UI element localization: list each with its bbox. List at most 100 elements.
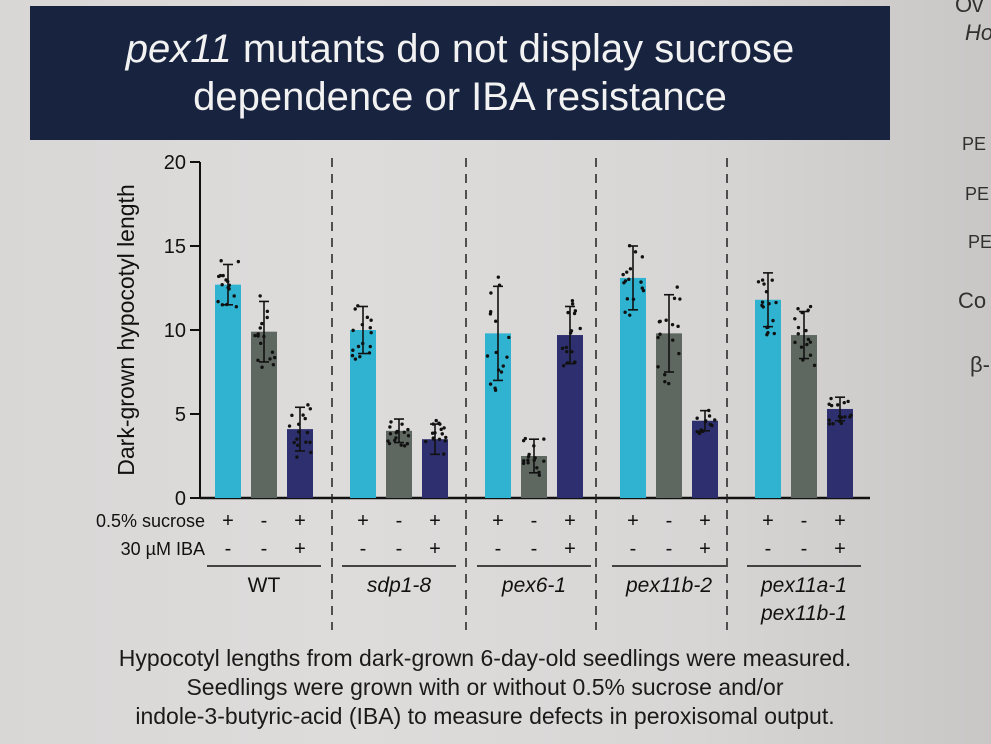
data-point bbox=[386, 439, 390, 443]
data-point bbox=[806, 308, 810, 312]
data-point bbox=[799, 345, 804, 349]
data-point bbox=[808, 353, 813, 357]
data-point bbox=[703, 420, 708, 424]
data-point bbox=[368, 326, 372, 330]
group-label: pex11b-2 bbox=[625, 574, 712, 597]
data-point bbox=[831, 421, 835, 426]
group-label: WT bbox=[248, 574, 281, 597]
data-point bbox=[493, 388, 498, 392]
data-point bbox=[657, 320, 662, 324]
data-point bbox=[806, 337, 811, 342]
data-point bbox=[402, 444, 407, 448]
iba-sign: + bbox=[699, 538, 711, 560]
data-point bbox=[220, 283, 224, 287]
data-point bbox=[537, 470, 541, 474]
data-point bbox=[356, 304, 360, 308]
side-text: PE bbox=[965, 184, 990, 204]
data-point bbox=[656, 335, 660, 340]
iba-sign: - bbox=[396, 538, 403, 560]
data-point bbox=[388, 425, 392, 429]
title-gene: pex11 bbox=[125, 27, 232, 71]
sucrose-sign: + bbox=[834, 510, 846, 532]
y-tick-label: 15 bbox=[164, 236, 186, 258]
data-point bbox=[505, 355, 509, 359]
data-point bbox=[265, 315, 269, 320]
data-point bbox=[839, 421, 844, 426]
data-point bbox=[767, 302, 771, 306]
data-point bbox=[849, 413, 853, 417]
group-label: pex6-1 bbox=[501, 574, 566, 597]
data-point bbox=[292, 440, 296, 445]
group-label: pex11a-1 bbox=[760, 574, 847, 597]
data-point bbox=[570, 349, 574, 354]
bar bbox=[692, 420, 718, 498]
data-point bbox=[623, 310, 627, 314]
iba-sign: - bbox=[225, 538, 232, 560]
data-point bbox=[568, 331, 573, 335]
data-point bbox=[262, 334, 266, 339]
sucrose-sign: - bbox=[666, 510, 673, 532]
data-point bbox=[625, 270, 629, 274]
data-point bbox=[253, 333, 257, 338]
data-point bbox=[560, 346, 565, 351]
data-point bbox=[431, 422, 435, 426]
data-point bbox=[796, 332, 800, 336]
data-point bbox=[296, 430, 301, 434]
data-point bbox=[663, 379, 667, 384]
data-point bbox=[663, 373, 667, 377]
data-point bbox=[533, 456, 537, 460]
data-point bbox=[220, 303, 225, 307]
data-point bbox=[399, 443, 403, 447]
iba-sign: - bbox=[801, 538, 808, 560]
side-text: PE bbox=[968, 232, 991, 252]
data-point bbox=[772, 331, 776, 336]
data-point bbox=[770, 278, 774, 282]
data-point bbox=[570, 299, 575, 303]
data-point bbox=[236, 259, 241, 264]
data-point bbox=[701, 429, 705, 433]
iba-sign: - bbox=[531, 538, 538, 560]
bar bbox=[755, 299, 781, 498]
data-point bbox=[402, 430, 406, 434]
data-point bbox=[438, 422, 442, 426]
data-point bbox=[675, 285, 679, 289]
caption-line: Hypocotyl lengths from dark-grown 6-day-… bbox=[118, 645, 852, 671]
data-point bbox=[392, 438, 397, 443]
data-point bbox=[572, 311, 577, 316]
y-tick-label: 10 bbox=[164, 320, 186, 342]
data-point bbox=[565, 361, 570, 365]
data-point bbox=[829, 403, 834, 408]
data-point bbox=[760, 300, 765, 304]
y-tick-label: 5 bbox=[175, 404, 186, 426]
data-point bbox=[496, 275, 501, 279]
side-text: PE bbox=[962, 134, 987, 154]
data-point bbox=[232, 294, 236, 298]
data-point bbox=[532, 444, 536, 448]
data-point bbox=[358, 354, 362, 359]
iba-sign: - bbox=[630, 538, 637, 560]
data-point bbox=[535, 466, 539, 470]
data-point bbox=[308, 440, 312, 445]
data-point bbox=[564, 345, 569, 350]
data-point bbox=[268, 357, 272, 361]
data-point bbox=[226, 279, 230, 284]
data-point bbox=[805, 342, 809, 347]
sucrose-sign: + bbox=[294, 510, 306, 532]
data-point bbox=[256, 358, 260, 362]
data-point bbox=[260, 321, 264, 326]
data-point bbox=[774, 300, 778, 305]
data-point bbox=[494, 350, 498, 355]
data-point bbox=[265, 309, 270, 314]
sucrose-sign: - bbox=[801, 510, 808, 532]
data-point bbox=[764, 290, 769, 294]
data-point bbox=[304, 440, 308, 444]
data-point bbox=[521, 461, 526, 466]
data-point bbox=[496, 368, 501, 372]
data-point bbox=[306, 403, 310, 407]
row-label-iba: 30 µM IBA bbox=[121, 539, 205, 559]
data-point bbox=[829, 396, 833, 401]
data-point bbox=[234, 305, 239, 309]
side-text: Co bbox=[958, 288, 987, 313]
data-point bbox=[258, 294, 262, 298]
data-point bbox=[667, 381, 671, 386]
